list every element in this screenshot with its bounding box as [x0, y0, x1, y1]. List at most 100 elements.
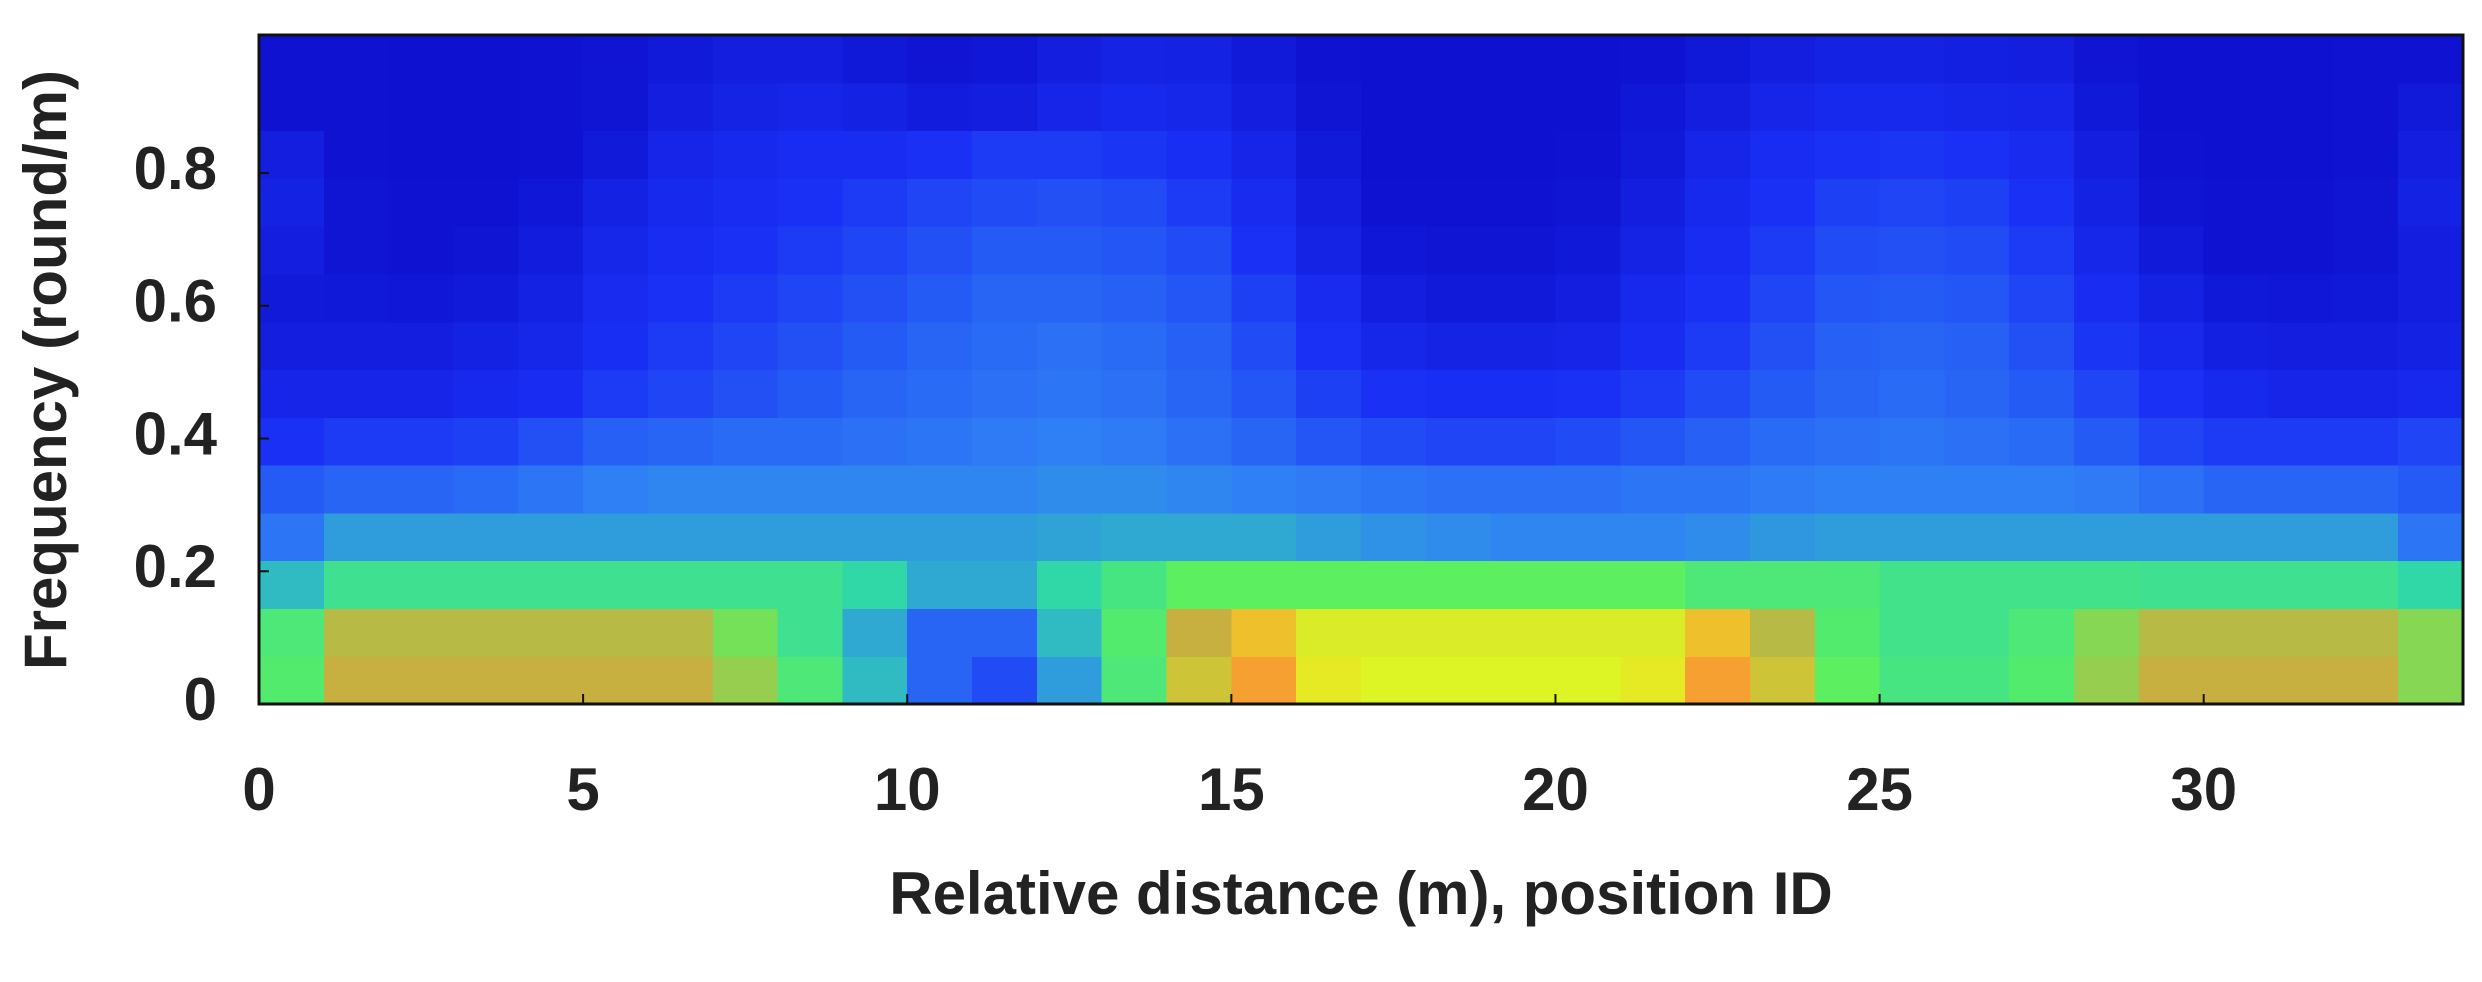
- heatmap-cell: [712, 560, 779, 610]
- heatmap-cell: [1749, 369, 1816, 418]
- heatmap-cell: [1620, 226, 1686, 275]
- heatmap-cell: [712, 273, 779, 323]
- heatmap-cell: [1555, 512, 1621, 562]
- heatmap-cell: [907, 369, 973, 418]
- heatmap-cell: [1490, 130, 1557, 179]
- heatmap-cell: [1361, 130, 1427, 179]
- heatmap-cell: [1555, 82, 1621, 132]
- heatmap-cell: [1620, 35, 1686, 84]
- heatmap-cell: [2398, 82, 2464, 132]
- heatmap-cell: [972, 656, 1038, 705]
- heatmap-cell: [518, 656, 584, 705]
- heatmap-cell: [1296, 178, 1362, 227]
- heatmap-cell: [2268, 321, 2334, 371]
- heatmap-cell: [777, 369, 844, 418]
- heatmap-cell: [647, 226, 714, 275]
- heatmap-cell: [2333, 608, 2399, 657]
- heatmap-cell: [1490, 560, 1557, 610]
- heatmap-cell: [1490, 178, 1557, 227]
- heatmap-cell: [907, 226, 973, 275]
- heatmap-cell: [388, 321, 455, 371]
- heatmap-cell: [323, 226, 390, 275]
- heatmap-cell: [777, 178, 844, 227]
- heatmap-cell: [2009, 178, 2075, 227]
- heatmap-cell: [1490, 417, 1557, 466]
- heatmap-cell: [1036, 560, 1103, 610]
- heatmap-cell: [1361, 226, 1427, 275]
- heatmap-cell: [518, 321, 584, 371]
- plot-frame: [257, 33, 2465, 706]
- heatmap-cell: [259, 130, 325, 179]
- heatmap-cell: [323, 35, 390, 84]
- heatmap-cell: [518, 226, 584, 275]
- heatmap-cell: [2203, 273, 2270, 323]
- heatmap-cell: [1555, 130, 1621, 179]
- heatmap-cell: [518, 178, 584, 227]
- heatmap-cell: [1749, 512, 1816, 562]
- heatmap-cell: [1685, 321, 1751, 371]
- heatmap-cell: [1555, 273, 1621, 323]
- heatmap-cell: [2009, 35, 2075, 84]
- heatmap-cell: [2009, 321, 2075, 371]
- heatmap-cell: [1425, 178, 1492, 227]
- x-tick-label: 15: [1198, 756, 1265, 823]
- heatmap-cell: [972, 226, 1038, 275]
- heatmap-cell: [647, 656, 714, 705]
- heatmap-cell: [2333, 273, 2399, 323]
- heatmap-cell: [2203, 226, 2270, 275]
- heatmap-cell: [388, 512, 455, 562]
- heatmap-cell: [388, 35, 455, 84]
- heatmap-cell: [1944, 130, 2010, 179]
- heatmap-cell: [1101, 465, 1168, 514]
- heatmap-cell: [2138, 226, 2205, 275]
- heatmap-cell: [583, 178, 649, 227]
- heatmap-cell: [2398, 178, 2464, 227]
- heatmap-cell: [2333, 560, 2399, 610]
- heatmap-cell: [583, 369, 649, 418]
- heatmap-cell: [1814, 608, 1881, 657]
- heatmap-cell: [2009, 512, 2075, 562]
- heatmap-cell: [1361, 321, 1427, 371]
- heatmap-cell: [1814, 369, 1881, 418]
- heatmap-cell: [1749, 273, 1816, 323]
- heatmap-cell: [1814, 417, 1881, 466]
- y-tick-label: 0.6: [134, 268, 217, 335]
- heatmap-cell: [2009, 369, 2075, 418]
- heatmap-cell: [1490, 608, 1557, 657]
- heatmap-cell: [388, 369, 455, 418]
- heatmap-cell: [2268, 178, 2334, 227]
- heatmap-cell: [1036, 35, 1103, 84]
- heatmap-cell: [1296, 369, 1362, 418]
- heatmap-cell: [1944, 608, 2010, 657]
- heatmap-cell: [842, 273, 908, 323]
- heatmap-cell: [1749, 656, 1816, 705]
- heatmap-cell: [1814, 512, 1881, 562]
- heatmap-cell: [1425, 273, 1492, 323]
- heatmap-cell: [323, 560, 390, 610]
- heatmap-cell: [2333, 35, 2399, 84]
- heatmap-cell: [1620, 369, 1686, 418]
- heatmap-cell: [1425, 35, 1492, 84]
- heatmap-cell: [2138, 656, 2205, 705]
- heatmap-cell: [842, 656, 908, 705]
- heatmap-cell: [2268, 130, 2334, 179]
- heatmap-cell: [1231, 35, 1297, 84]
- heatmap-cell: [2203, 560, 2270, 610]
- heatmap-cell: [1166, 130, 1232, 179]
- heatmap-cell: [1555, 656, 1621, 705]
- heatmap-cell: [1166, 560, 1232, 610]
- heatmap-cell: [1166, 608, 1232, 657]
- heatmap-cell: [453, 560, 519, 610]
- heatmap-cell: [972, 512, 1038, 562]
- heatmap-cell: [1296, 35, 1362, 84]
- heatmap-cell: [518, 465, 584, 514]
- heatmap-cell: [2074, 273, 2140, 323]
- heatmap-cell: [1361, 417, 1427, 466]
- heatmap-cell: [2009, 608, 2075, 657]
- heatmap-cell: [518, 130, 584, 179]
- heatmap-cell: [1231, 369, 1297, 418]
- heatmap-cell: [1685, 130, 1751, 179]
- heatmap-cell: [2398, 130, 2464, 179]
- heatmap-cell: [388, 178, 455, 227]
